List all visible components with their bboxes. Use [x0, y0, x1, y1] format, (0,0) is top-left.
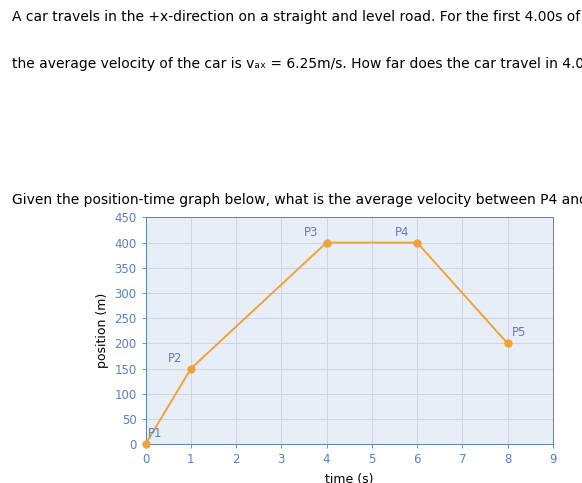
Text: P1: P1: [148, 427, 162, 440]
Point: [322, 239, 331, 246]
Point: [141, 440, 150, 448]
Point: [413, 239, 422, 246]
Text: P2: P2: [168, 352, 183, 365]
Point: [503, 340, 512, 347]
Text: the average velocity of the car is vₐₓ = 6.25m/s. How far does the car travel in: the average velocity of the car is vₐₓ =…: [12, 57, 582, 71]
Text: Given the position-time graph below, what is the average velocity between P4 and: Given the position-time graph below, wha…: [12, 194, 582, 207]
Point: [186, 365, 196, 372]
X-axis label: time (s): time (s): [325, 473, 374, 483]
Y-axis label: position (m): position (m): [95, 293, 109, 369]
Text: P5: P5: [512, 327, 527, 340]
Text: P3: P3: [304, 226, 318, 239]
Text: P4: P4: [395, 226, 409, 239]
Text: A car travels in the +x-direction on a straight and level road. For the first 4.: A car travels in the +x-direction on a s…: [12, 10, 582, 24]
